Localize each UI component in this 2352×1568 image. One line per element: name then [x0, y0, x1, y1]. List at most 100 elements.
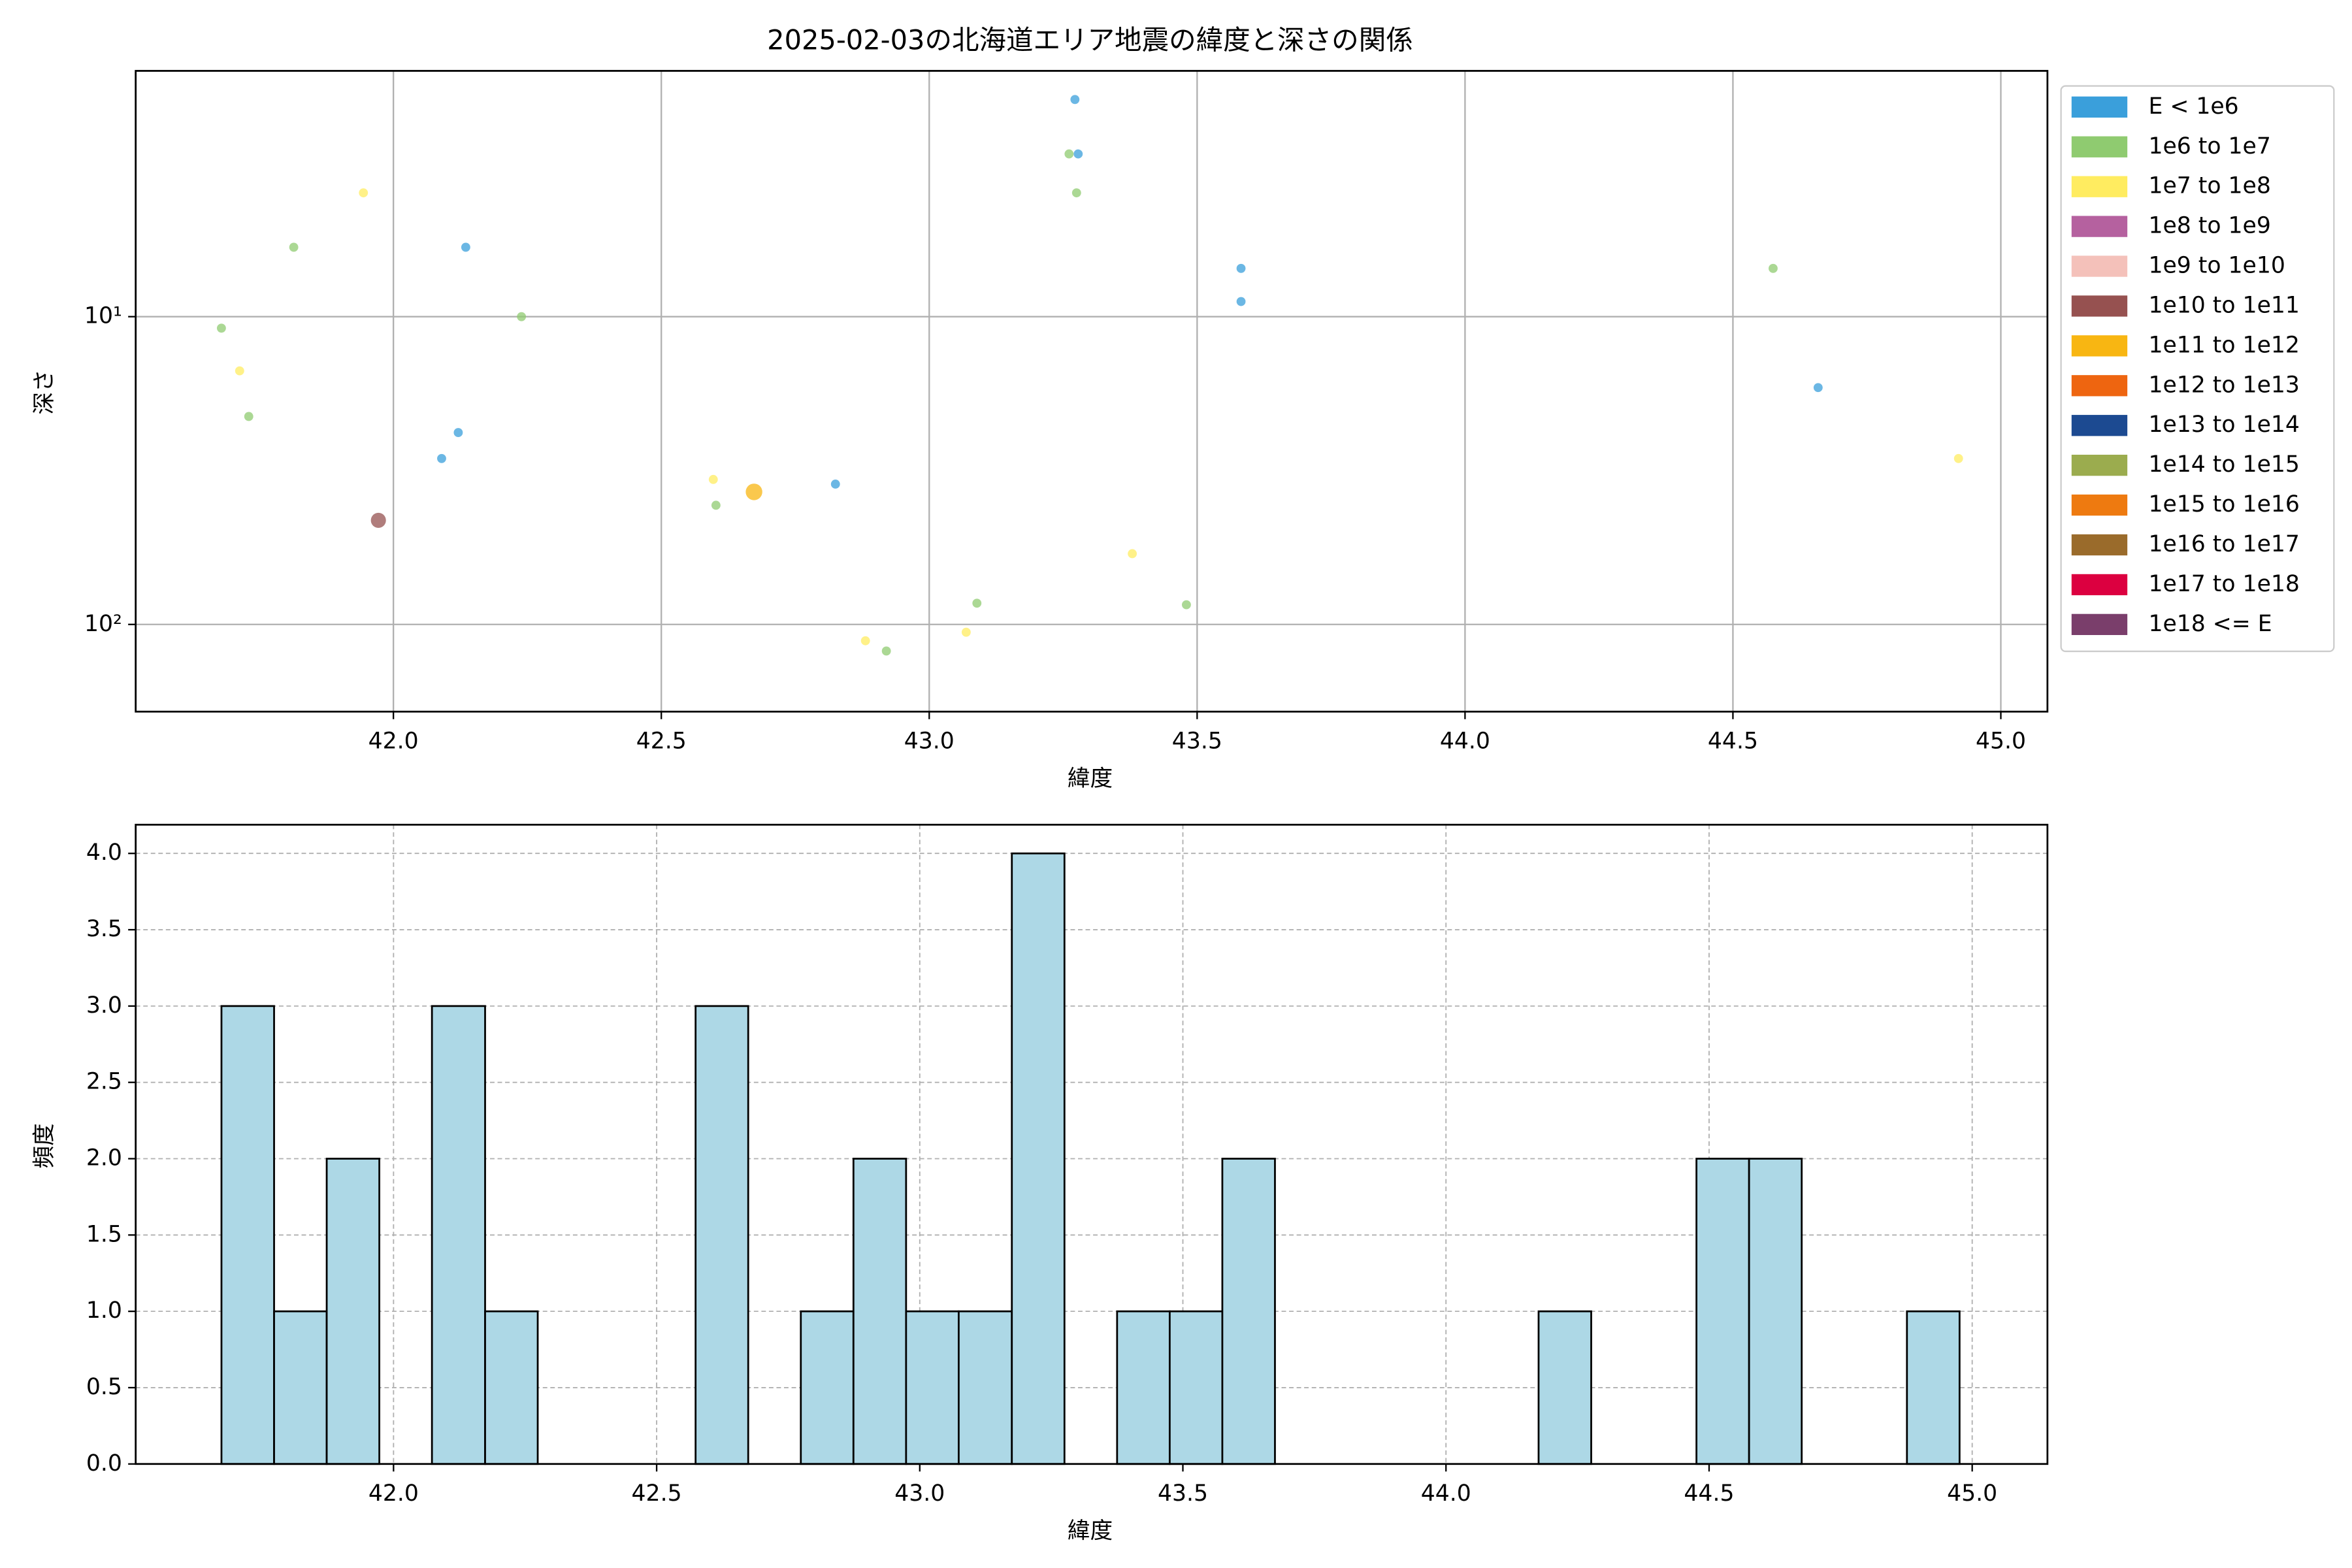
bar — [1906, 1310, 1961, 1465]
x-tick-label: 43.0 — [894, 1480, 945, 1507]
x-tick-label: 42.0 — [368, 1480, 419, 1507]
legend-swatch — [2071, 455, 2128, 476]
y-axis-label: 頻度 — [31, 1123, 57, 1168]
legend-swatch — [2071, 335, 2128, 357]
point — [1071, 188, 1081, 198]
legend-swatch — [2071, 534, 2128, 556]
plot-frame — [135, 70, 2049, 713]
y-tick-label: 1.0 — [86, 1298, 122, 1324]
y-tick-label: 3.5 — [86, 916, 122, 942]
legend-label: 1e11 to 1e12 — [2148, 332, 2299, 358]
point — [517, 312, 527, 321]
x-tick-label: 44.0 — [1440, 728, 1490, 754]
x-tick-label: 45.0 — [1947, 1480, 1997, 1507]
legend-swatch — [2071, 216, 2128, 237]
legend-swatch — [2071, 136, 2128, 157]
point — [1769, 263, 1778, 273]
point — [235, 366, 244, 376]
y-tick-label: 2.5 — [86, 1069, 122, 1095]
bar — [905, 1310, 960, 1465]
legend-label: 1e17 to 1e18 — [2148, 571, 2299, 597]
point — [708, 474, 718, 484]
legend-swatch — [2071, 176, 2128, 197]
x-tick-label: 42.0 — [368, 728, 419, 754]
x-tick-label: 43.5 — [1172, 728, 1222, 754]
legend-label: 1e9 to 1e10 — [2148, 253, 2285, 279]
legend-label: 1e8 to 1e9 — [2148, 213, 2270, 239]
legend-label: 1e13 to 1e14 — [2148, 412, 2299, 438]
point — [289, 242, 299, 252]
legend-swatch — [2071, 494, 2128, 516]
legend-swatch — [2071, 255, 2128, 277]
plot-frame — [135, 823, 2049, 1465]
point — [1813, 383, 1823, 393]
y-tick-label: 0.0 — [86, 1450, 122, 1477]
point — [972, 598, 982, 608]
point — [830, 480, 840, 489]
bar — [1168, 1310, 1224, 1465]
legend-label: 1e6 to 1e7 — [2148, 133, 2270, 159]
point — [216, 323, 226, 333]
legend-swatch — [2071, 295, 2128, 317]
x-tick-label: 45.0 — [1976, 728, 2026, 754]
bar — [1537, 1310, 1592, 1465]
legend-label: 1e15 to 1e16 — [2148, 491, 2299, 517]
point — [745, 483, 762, 500]
legend-label: 1e16 to 1e17 — [2148, 531, 2299, 557]
point — [860, 636, 870, 645]
y-tick-label: 2.0 — [86, 1145, 122, 1171]
legend-box — [2060, 85, 2335, 653]
point — [461, 242, 470, 252]
bar — [1011, 852, 1066, 1465]
y-tick-label: 4.0 — [86, 840, 122, 866]
y-axis-label: 深さ — [31, 369, 57, 414]
bar — [273, 1310, 328, 1465]
x-tick-label: 44.0 — [1421, 1480, 1471, 1507]
point — [961, 627, 971, 637]
legend-label: 1e18 <= E — [2148, 611, 2272, 637]
point — [1236, 297, 1246, 306]
point — [1182, 600, 1191, 610]
legend-label: 1e10 to 1e11 — [2148, 292, 2299, 318]
point — [881, 646, 891, 656]
point — [1073, 149, 1083, 159]
x-tick-label: 43.5 — [1158, 1480, 1208, 1507]
point — [359, 188, 368, 198]
point — [711, 500, 721, 510]
point — [437, 453, 446, 463]
legend-swatch — [2071, 613, 2128, 635]
point — [1070, 95, 1080, 105]
bar — [800, 1310, 855, 1465]
chart-title: 2025-02-03の北海道エリア地震の緯度と深さの関係 — [767, 24, 1413, 56]
bar — [484, 1310, 539, 1465]
y-tick-label: 3.0 — [86, 992, 122, 1019]
y-tick-label: 0.5 — [86, 1374, 122, 1400]
bar — [958, 1310, 1013, 1465]
legend-label: 1e14 to 1e15 — [2148, 451, 2299, 478]
point — [1064, 149, 1074, 159]
legend-label: E < 1e6 — [2148, 93, 2238, 120]
bar — [1116, 1310, 1171, 1465]
bar — [220, 1005, 275, 1465]
y-tick-label: 10² — [84, 611, 122, 637]
bar — [325, 1158, 380, 1465]
point — [244, 412, 253, 421]
x-tick-label: 43.0 — [904, 728, 955, 754]
bar — [1221, 1158, 1276, 1465]
bar — [431, 1005, 486, 1465]
legend-label: 1e12 to 1e13 — [2148, 372, 2299, 398]
legend-swatch — [2071, 574, 2128, 596]
point — [370, 512, 386, 528]
x-axis-label: 緯度 — [1068, 766, 1113, 792]
bar — [852, 1158, 907, 1465]
x-tick-label: 44.5 — [1708, 728, 1758, 754]
point — [1236, 263, 1246, 273]
bar — [694, 1005, 749, 1465]
point — [1128, 549, 1137, 559]
point — [453, 428, 463, 438]
bar — [1695, 1158, 1750, 1465]
legend-label: 1e7 to 1e8 — [2148, 173, 2270, 199]
